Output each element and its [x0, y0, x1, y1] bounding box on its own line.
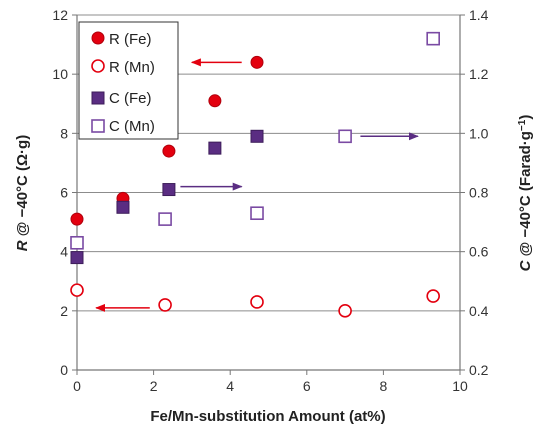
- x-tick-label-8: 8: [380, 378, 388, 394]
- y-left-tick-label-12: 12: [52, 7, 68, 23]
- x-tick-label-2: 2: [150, 378, 158, 394]
- annotation-arrows: [95, 58, 419, 312]
- point-r-fe-4: [250, 55, 264, 69]
- point-r-mn-0: [70, 283, 84, 297]
- y-left-axis-label: @ −40°C (Ω·g): [14, 135, 31, 241]
- series-r-mn: [70, 283, 440, 318]
- legend-marker-r-mn: [91, 59, 105, 73]
- x-tick-label-4: 4: [226, 378, 234, 394]
- x-axis-title: Fe/Mn-substitution Amount (at%): [150, 408, 385, 425]
- point-c-fe-0: [70, 251, 84, 265]
- y-right-axis-symbol: C: [517, 259, 534, 271]
- legend-item-c-fe: C (Fe): [91, 90, 152, 107]
- y-right-tick-label-0.8: 0.8: [469, 185, 489, 201]
- x-tick-label-0: 0: [73, 378, 81, 394]
- point-r-mn-2: [250, 295, 264, 309]
- point-c-mn-1: [158, 212, 172, 226]
- legend-item-r-fe: R (Fe): [91, 31, 152, 48]
- y-left-tick-label-4: 4: [60, 244, 68, 260]
- legend: R (Fe) R (Mn) C (Fe) C (Mn): [78, 21, 179, 140]
- legend-marker-r-fe: [91, 31, 105, 45]
- y-right-tick-label-1.2: 1.2: [469, 66, 489, 82]
- point-r-fe-3: [208, 94, 222, 108]
- legend-item-c-mn: C (Mn): [91, 118, 155, 135]
- y-right-axis-label-close: ): [517, 115, 534, 120]
- data-points: [70, 31, 440, 318]
- legend-item-r-mn: R (Mn): [91, 59, 155, 76]
- y-right-tick-label-1.0: 1.0: [469, 125, 489, 141]
- y-right-tick-label-1.4: 1.4: [469, 7, 489, 23]
- x-axis-ticks: 0 2 4 6 8 10: [73, 370, 468, 394]
- y-right-axis-ticks: 0.2 0.4 0.6 0.8 1.0 1.2 1.4: [460, 7, 489, 378]
- x-tick-label-6: 6: [303, 378, 311, 394]
- point-c-fe-3: [208, 141, 222, 155]
- point-c-mn-0: [70, 235, 84, 250]
- point-r-mn-4: [426, 289, 440, 303]
- y-right-tick-label-0.6: 0.6: [469, 244, 489, 260]
- legend-label-c-fe: C (Fe): [109, 90, 152, 107]
- legend-label-c-mn: C (Mn): [109, 118, 155, 135]
- point-r-fe-0: [70, 212, 84, 226]
- point-c-mn-4: [426, 31, 440, 46]
- point-c-mn-2: [250, 206, 264, 221]
- y-right-axis-title: C @ −40°C (Farad·g−1): [517, 115, 535, 272]
- y-left-tick-label-6: 6: [60, 185, 68, 201]
- legend-marker-c-mn: [91, 119, 105, 133]
- legend-label-r-mn: R (Mn): [109, 59, 155, 76]
- y-left-tick-label-0: 0: [60, 362, 68, 378]
- point-c-mn-3: [338, 129, 352, 144]
- point-c-fe-1: [116, 200, 130, 214]
- point-c-fe-2: [162, 183, 176, 197]
- point-c-fe-4: [250, 129, 264, 143]
- y-right-tick-label-0.2: 0.2: [469, 362, 489, 378]
- legend-marker-c-fe: [91, 91, 105, 105]
- y-left-axis-ticks: 0 2 4 6 8 10 12: [52, 7, 77, 378]
- y-right-axis-exponent: −1: [517, 119, 528, 131]
- y-left-axis-symbol: R: [14, 240, 31, 251]
- y-right-axis-label: @ −40°C (Farad·g: [517, 131, 534, 260]
- x-tick-label-10: 10: [452, 378, 468, 394]
- series-c-fe: [70, 129, 264, 265]
- point-r-mn-3: [338, 304, 352, 318]
- y-left-tick-label-10: 10: [52, 66, 68, 82]
- y-right-tick-label-0.4: 0.4: [469, 303, 489, 319]
- series-c-mn: [70, 31, 440, 250]
- point-r-mn-1: [158, 298, 172, 312]
- legend-label-r-fe: R (Fe): [109, 31, 152, 48]
- y-left-tick-label-8: 8: [60, 125, 68, 141]
- point-r-fe-2: [162, 144, 176, 158]
- y-left-tick-label-2: 2: [60, 303, 68, 319]
- y-left-axis-title: R @ −40°C (Ω·g): [14, 135, 31, 251]
